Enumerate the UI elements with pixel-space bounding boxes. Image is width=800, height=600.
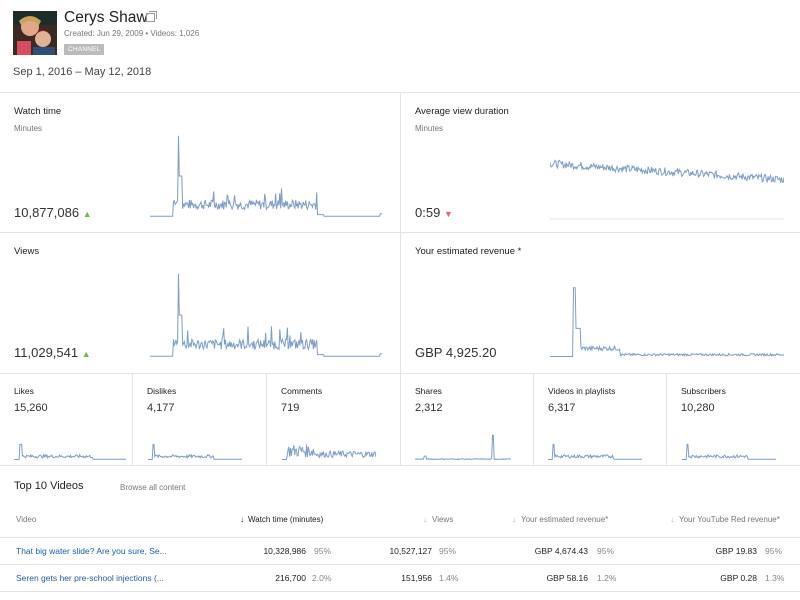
- comments-sparkline: [282, 444, 376, 460]
- divider: [533, 373, 534, 465]
- revenue-pct: 1.2%: [597, 573, 617, 583]
- channel-badge: CHANNEL: [64, 44, 105, 55]
- views-cell: 151,956: [401, 573, 432, 583]
- channel-meta: Created: Jun 29, 2009 • Videos: 1,026: [64, 29, 200, 38]
- column-header-views[interactable]: ↓ Views: [423, 515, 454, 524]
- sparkline-path: [682, 443, 776, 460]
- watch-time-cell: 10,328,986: [263, 546, 306, 556]
- divider: [666, 373, 667, 465]
- top-videos-heading: Top 10 Videos: [14, 480, 84, 492]
- sparkline-path: [282, 444, 376, 460]
- trend-up-icon: ▲: [82, 209, 92, 219]
- red-revenue-cell: GBP 19.83: [715, 546, 757, 556]
- browse-all-content-link[interactable]: Browse all content: [120, 483, 186, 492]
- video-title-link[interactable]: Seren gets her pre-school injections (..…: [16, 573, 164, 583]
- sort-icon: ↓: [670, 515, 674, 524]
- watch-time-pct: 2.0%: [312, 573, 332, 583]
- sort-icon: ↓: [423, 515, 427, 524]
- column-header-youtube-red-revenue[interactable]: ↓ Your YouTube Red revenue*: [670, 515, 780, 524]
- divider: [0, 465, 800, 466]
- watch-time-sparkline: [150, 135, 382, 217]
- avg-view-duration-unit: Minutes: [415, 124, 444, 133]
- trend-down-icon: ▼: [443, 209, 453, 219]
- red-revenue-pct: 1.3%: [765, 573, 785, 583]
- revenue-pct: 95%: [597, 546, 615, 556]
- subscribers-sparkline: [682, 443, 776, 460]
- avg-view-duration-sparkline: [550, 159, 784, 220]
- sparkline-path: [415, 434, 511, 461]
- comments-value: 719: [281, 402, 300, 414]
- revenue-cell: GBP 4,674.43: [534, 546, 588, 556]
- shares-sparkline: [415, 434, 511, 461]
- red-revenue-pct: 95%: [765, 546, 783, 556]
- views-title: Views: [14, 246, 40, 257]
- videos-in-playlists-value: 6,317: [548, 402, 576, 414]
- sparkline-path: [150, 273, 382, 357]
- watch-time-title: Watch time: [14, 106, 62, 117]
- views-cell: 10,527,127: [389, 546, 432, 556]
- red-revenue-cell: GBP 0.28: [720, 573, 757, 583]
- video-title-link[interactable]: That big water slide? Are you sure, Se..…: [16, 546, 167, 556]
- revenue-cell: GBP 58.16: [546, 573, 588, 583]
- likes-sparkline: [14, 443, 126, 460]
- sparkline-path: [550, 159, 784, 184]
- videos-in-playlists-sparkline: [548, 443, 642, 460]
- watch-time-value: 10,877,086 ▲: [14, 205, 92, 220]
- sparkline-path: [550, 287, 784, 358]
- sort-icon: ↓: [512, 515, 516, 524]
- dislikes-value: 4,177: [147, 402, 175, 414]
- trend-up-icon: ▲: [81, 349, 91, 359]
- comments-title: Comments: [281, 386, 323, 396]
- watch-time-pct: 95%: [314, 546, 332, 556]
- table-divider: [0, 564, 800, 565]
- channel-name[interactable]: Cerys Shaw: [64, 9, 148, 26]
- avg-view-duration-value: 0:59 ▼: [415, 205, 453, 220]
- table-divider: [0, 537, 800, 538]
- sparkline-path: [150, 135, 382, 217]
- channel-avatar[interactable]: [13, 11, 57, 55]
- divider: [400, 92, 401, 465]
- divider: [266, 373, 267, 465]
- divider: [132, 373, 133, 465]
- shares-value: 2,312: [415, 402, 443, 414]
- likes-title: Likes: [14, 386, 34, 396]
- subscribers-value: 10,280: [681, 402, 715, 414]
- column-header-watch-time[interactable]: ↓ Watch time (minutes): [240, 515, 324, 524]
- watch-time-cell: 216,700: [275, 573, 306, 583]
- views-pct: 1.4%: [439, 573, 459, 583]
- external-link-icon[interactable]: [146, 11, 157, 22]
- likes-value: 15,260: [14, 402, 48, 414]
- revenue-value: GBP 4,925.20: [415, 345, 497, 360]
- dislikes-sparkline: [148, 443, 242, 460]
- views-sparkline: [150, 273, 382, 357]
- table-divider: [0, 591, 800, 592]
- videos-in-playlists-title: Videos in playlists: [548, 386, 616, 396]
- subscribers-title: Subscribers: [681, 386, 726, 396]
- sparkline-path: [14, 443, 126, 460]
- sparkline-path: [148, 443, 242, 460]
- sort-desc-icon: ↓: [240, 515, 244, 524]
- revenue-sparkline: [550, 287, 784, 358]
- sparkline-path: [548, 443, 642, 460]
- watch-time-unit: Minutes: [14, 124, 43, 133]
- date-range[interactable]: Sep 1, 2016 – May 12, 2018: [13, 66, 152, 78]
- avg-view-duration-title: Average view duration: [415, 106, 509, 117]
- shares-title: Shares: [415, 386, 442, 396]
- dislikes-title: Dislikes: [147, 386, 177, 396]
- column-header-video[interactable]: Video: [16, 515, 37, 524]
- revenue-title: Your estimated revenue *: [415, 246, 522, 257]
- column-header-revenue[interactable]: ↓ Your estimated revenue*: [512, 515, 609, 524]
- views-pct: 95%: [439, 546, 457, 556]
- views-value: 11,029,541 ▲: [14, 345, 91, 360]
